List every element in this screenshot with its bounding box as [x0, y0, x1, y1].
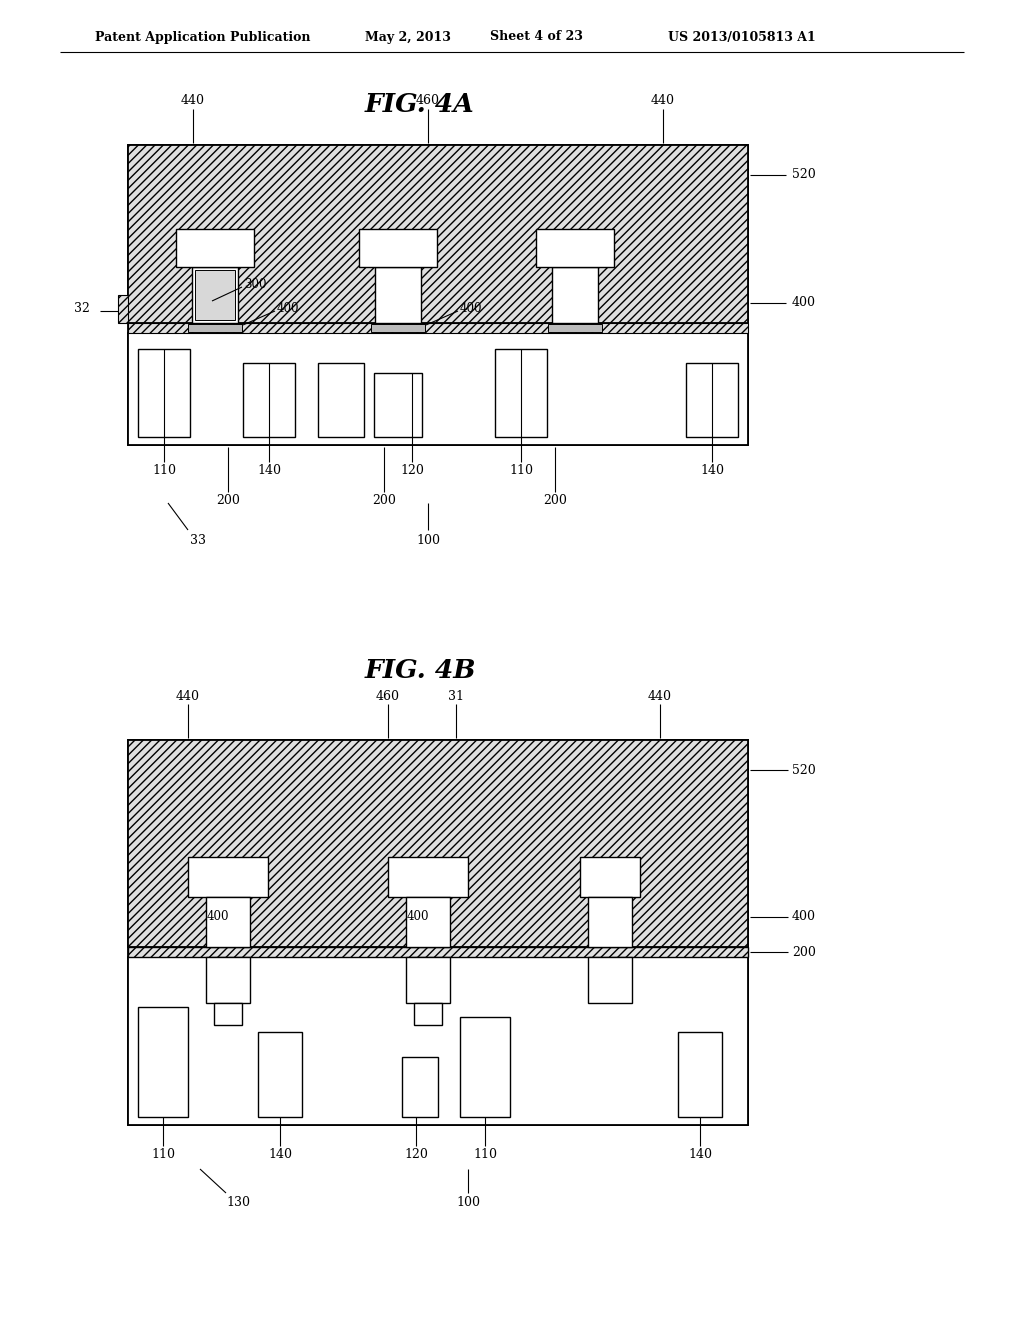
- Text: 200: 200: [372, 495, 396, 507]
- Text: 100: 100: [416, 533, 440, 546]
- Bar: [678, 1032, 722, 1117]
- Bar: [138, 348, 190, 437]
- Bar: [188, 857, 268, 898]
- Bar: [206, 957, 250, 1003]
- Text: 100: 100: [456, 1196, 480, 1209]
- Bar: [128, 145, 748, 323]
- Text: 460: 460: [376, 689, 400, 702]
- Text: 440: 440: [176, 689, 200, 702]
- Bar: [686, 363, 738, 437]
- Text: 200: 200: [543, 495, 567, 507]
- Bar: [118, 294, 128, 323]
- Text: 140: 140: [688, 1148, 712, 1162]
- Bar: [552, 267, 598, 323]
- Bar: [495, 348, 547, 437]
- Bar: [414, 1003, 442, 1026]
- Bar: [460, 1016, 510, 1117]
- Text: 440: 440: [181, 95, 205, 107]
- Bar: [193, 267, 238, 323]
- Bar: [128, 957, 748, 1125]
- Text: May 2, 2013: May 2, 2013: [365, 30, 451, 44]
- Bar: [375, 267, 421, 323]
- Bar: [402, 1057, 438, 1117]
- Text: 400: 400: [460, 301, 482, 314]
- Bar: [176, 228, 254, 267]
- Text: 110: 110: [509, 465, 534, 478]
- Bar: [318, 363, 364, 437]
- Text: 460: 460: [416, 95, 440, 107]
- Text: 130: 130: [226, 1196, 250, 1209]
- Bar: [359, 228, 437, 267]
- Text: 140: 140: [268, 1148, 292, 1162]
- Text: 440: 440: [648, 689, 672, 702]
- Text: 32: 32: [74, 302, 90, 315]
- Text: 400: 400: [207, 911, 229, 924]
- Bar: [548, 323, 602, 333]
- Bar: [128, 145, 748, 445]
- Text: 300: 300: [244, 279, 266, 292]
- Text: 120: 120: [400, 465, 424, 478]
- Bar: [128, 333, 748, 445]
- Text: Patent Application Publication: Patent Application Publication: [95, 30, 310, 44]
- Bar: [536, 228, 614, 267]
- Text: 200: 200: [792, 945, 816, 958]
- Text: FIG. 4B: FIG. 4B: [365, 657, 476, 682]
- Text: 33: 33: [190, 533, 206, 546]
- Text: 110: 110: [152, 465, 176, 478]
- Bar: [128, 741, 748, 1125]
- Bar: [206, 898, 250, 946]
- Text: 400: 400: [407, 911, 429, 924]
- Text: Sheet 4 of 23: Sheet 4 of 23: [490, 30, 583, 44]
- Text: 140: 140: [700, 465, 724, 478]
- Bar: [243, 363, 295, 437]
- Text: 400: 400: [792, 297, 816, 309]
- Text: 400: 400: [792, 911, 816, 924]
- Bar: [588, 957, 632, 1003]
- Bar: [128, 741, 748, 946]
- Bar: [195, 271, 234, 319]
- Text: 140: 140: [257, 465, 281, 478]
- Bar: [374, 374, 422, 437]
- Bar: [388, 857, 468, 898]
- Text: 520: 520: [792, 169, 816, 181]
- Text: 31: 31: [449, 689, 464, 702]
- Bar: [258, 1032, 302, 1117]
- Bar: [138, 1007, 188, 1117]
- Bar: [128, 323, 748, 333]
- Bar: [588, 898, 632, 946]
- Text: 400: 400: [278, 301, 299, 314]
- Text: FIG. 4A: FIG. 4A: [366, 92, 475, 117]
- Bar: [188, 323, 242, 333]
- Bar: [406, 898, 450, 946]
- Text: 110: 110: [151, 1148, 175, 1162]
- Bar: [406, 957, 450, 1003]
- Text: US 2013/0105813 A1: US 2013/0105813 A1: [668, 30, 816, 44]
- Text: 120: 120: [404, 1148, 428, 1162]
- Text: 200: 200: [216, 495, 240, 507]
- Bar: [214, 1003, 242, 1026]
- Text: 520: 520: [792, 763, 816, 776]
- Text: 110: 110: [473, 1148, 497, 1162]
- Bar: [580, 857, 640, 898]
- Text: 440: 440: [651, 95, 675, 107]
- Bar: [371, 323, 425, 333]
- Bar: [128, 946, 748, 957]
